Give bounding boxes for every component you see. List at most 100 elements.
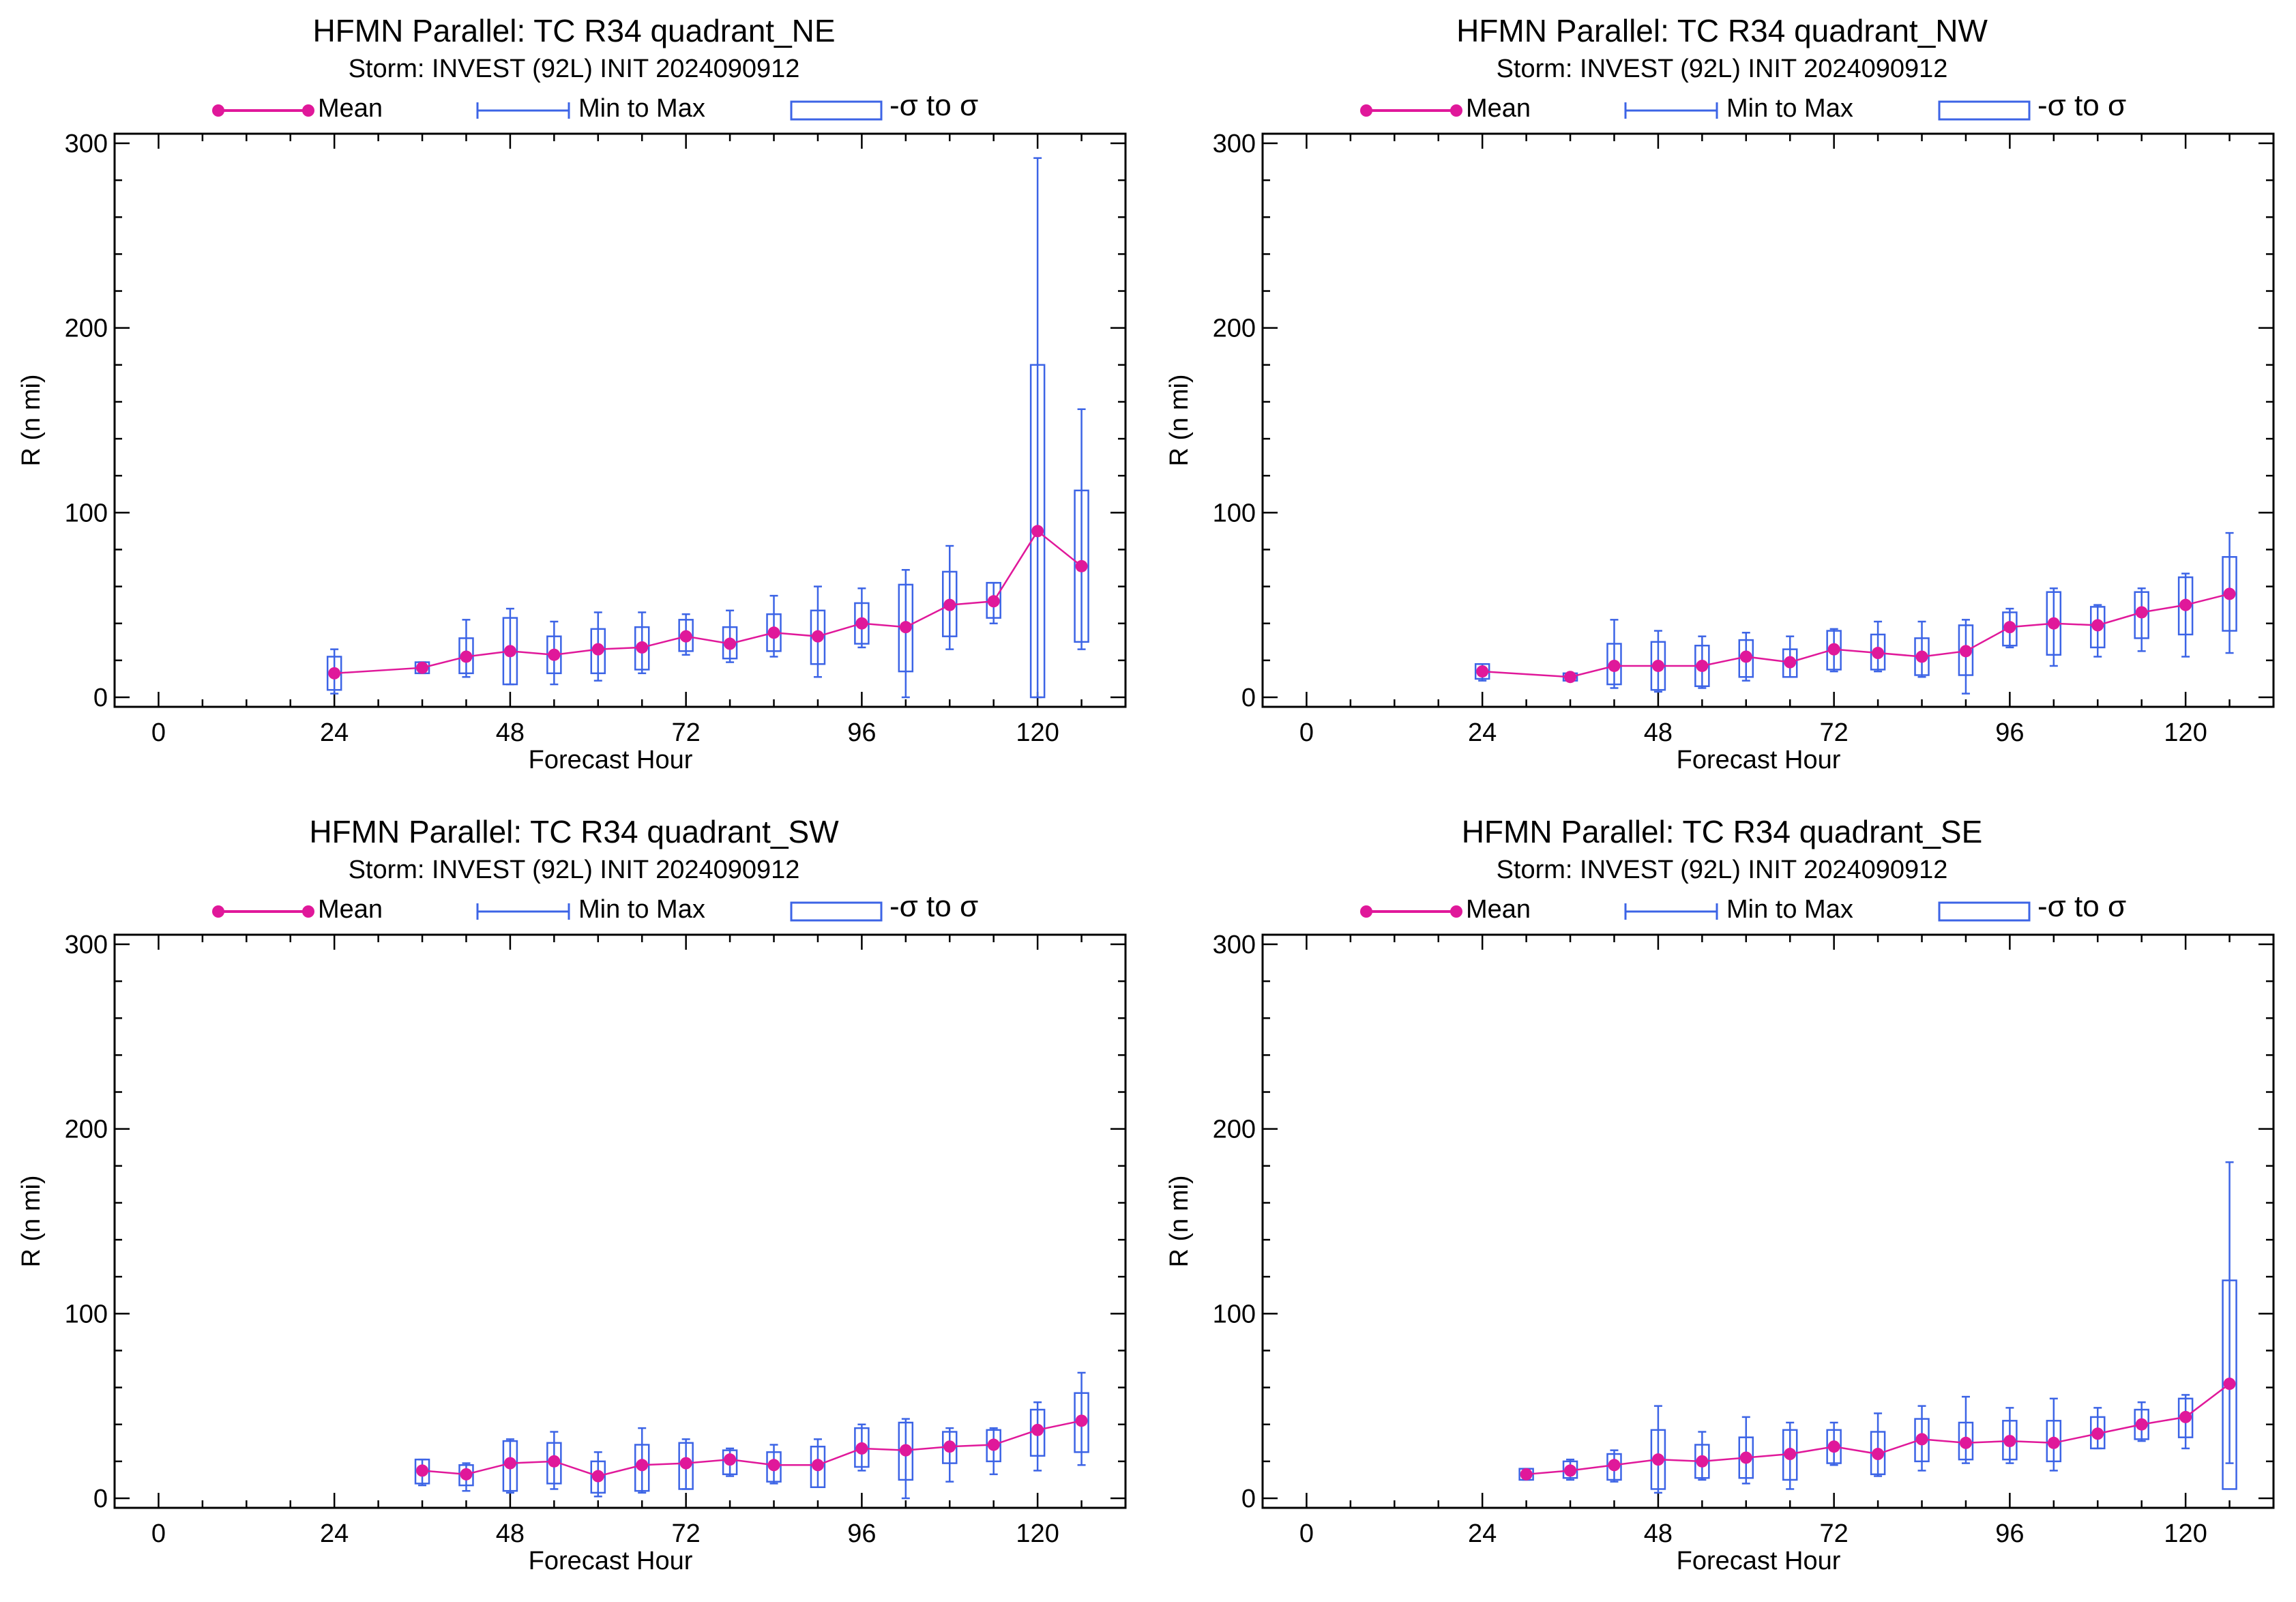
mean-point [1696, 1455, 1709, 1468]
sigma-box [2002, 1420, 2018, 1461]
chart-panel-se: HFMN Parallel: TC R34 quadrant_SE Storm:… [1148, 801, 2296, 1602]
legend-sigma-box [790, 901, 883, 922]
mean-point [2223, 1378, 2236, 1390]
mean-point [503, 645, 516, 658]
y-axis-label: R (n mi) [17, 1175, 46, 1267]
mean-point [2003, 1435, 2016, 1448]
mean-point [2003, 621, 2016, 634]
sigma-box [634, 1444, 650, 1492]
mean-point [1959, 645, 1972, 658]
sigma-box [898, 583, 914, 673]
legend-mean-marker [1450, 104, 1462, 117]
x-tick-label: 48 [496, 718, 525, 747]
y-axis-label: R (n mi) [1165, 374, 1194, 466]
x-tick-label: 120 [2164, 1519, 2207, 1548]
mean-point [943, 1440, 956, 1453]
sigma-box [678, 1442, 694, 1490]
mean-point [899, 621, 912, 634]
legend-sigma-box [1938, 100, 2031, 121]
sigma-box [1958, 1421, 1974, 1461]
chart-svg: 0 24 48 72 96 120 0 100 200 300 Forecast Hour R (n … [1165, 100, 2275, 774]
y-tick-label: 100 [65, 499, 108, 527]
mean-point [1959, 1436, 1972, 1449]
x-tick-label: 0 [1299, 718, 1314, 747]
x-tick-label: 48 [1644, 1519, 1673, 1548]
mean-point [1651, 1453, 1664, 1466]
sigma-box [722, 1449, 738, 1476]
sigma-box [1606, 1453, 1622, 1481]
mean-point [767, 626, 780, 639]
mean-point [2091, 619, 2104, 632]
x-tick-label: 48 [1644, 718, 1673, 747]
y-tick-label: 200 [1213, 315, 1256, 343]
y-tick-label: 100 [65, 1300, 108, 1328]
y-tick-label: 0 [1241, 1485, 1256, 1513]
sigma-box [986, 581, 1001, 619]
y-tick-label: 300 [1213, 130, 1256, 158]
y-tick-label: 300 [65, 130, 108, 158]
mean-point [591, 643, 604, 656]
chart-subtitle: Storm: INVEST (92L) INIT 2024090912 [348, 856, 800, 884]
sigma-box [898, 1421, 914, 1481]
chart-panel-sw: HFMN Parallel: TC R34 quadrant_SW Storm:… [0, 801, 1148, 1602]
mean-point [1564, 1464, 1577, 1477]
sigma-box [1606, 643, 1622, 686]
x-axis-label: Forecast Hour [529, 1547, 693, 1575]
x-tick-label: 24 [1468, 718, 1497, 747]
x-tick-label: 24 [320, 718, 349, 747]
mean-point [724, 1453, 737, 1466]
mean-point [855, 617, 868, 630]
legend-minmax-label: Min to Max [578, 94, 705, 123]
sigma-box [1782, 648, 1798, 678]
legend-mean-label: Mean [1466, 895, 1531, 924]
mean-point [679, 1457, 692, 1470]
mean-point [2091, 1427, 2104, 1440]
x-tick-label: 120 [1016, 718, 1059, 747]
chart-subtitle: Storm: INVEST (92L) INIT 2024090912 [348, 55, 800, 83]
mean-point [2179, 598, 2192, 611]
chart-svg: 0 24 48 72 96 120 0 100 200 300 Forecast Hour R (n … [1165, 901, 2275, 1575]
legend-minmax-label: Min to Max [1726, 895, 1853, 924]
mean-point [987, 1438, 1000, 1451]
mean-point [548, 648, 561, 661]
mean-point [1608, 1459, 1621, 1472]
mean-point [724, 637, 737, 650]
mean-point [679, 630, 692, 643]
chart-subtitle: Storm: INVEST (92L) INIT 2024090912 [1496, 856, 1948, 884]
mean-point [2047, 1436, 2060, 1449]
sigma-box [1074, 489, 1089, 643]
sigma-box [458, 1464, 474, 1487]
x-tick-label: 96 [847, 718, 876, 747]
mean-line [334, 529, 1083, 675]
y-tick-label: 200 [65, 315, 108, 343]
mean-point [1651, 659, 1664, 672]
legend-sigma-box [790, 100, 883, 121]
x-tick-label: 0 [1299, 1519, 1314, 1548]
legend-mean-marker [212, 104, 224, 117]
mean-point [503, 1457, 516, 1470]
sigma-box [766, 1451, 782, 1483]
x-tick-label: 120 [1016, 1519, 1059, 1548]
mean-point [1872, 647, 1885, 660]
legend-mean-marker [302, 905, 314, 918]
legend-mean-label: Mean [1466, 94, 1531, 123]
legend-minmax-label: Min to Max [1726, 94, 1853, 123]
sigma-box [2222, 556, 2237, 632]
plot-frame [113, 933, 1127, 1509]
legend-mean-marker [1360, 104, 1372, 117]
mean-point [416, 661, 429, 674]
y-tick-label: 100 [1213, 1300, 1256, 1328]
mean-line [1482, 593, 2230, 678]
sigma-box [590, 1460, 606, 1494]
mean-point [943, 598, 956, 611]
x-tick-label: 96 [1995, 718, 2024, 747]
sigma-box [2002, 611, 2018, 647]
x-axis-label: Forecast Hour [1677, 746, 1841, 774]
mean-point [460, 1468, 473, 1481]
mean-point [1031, 525, 1044, 538]
sigma-box [1029, 364, 1046, 699]
legend-mean-marker [1450, 905, 1462, 918]
chart-svg: 0 24 48 72 96 120 0 100 200 300 Forecast Hour R (n … [17, 901, 1127, 1575]
sigma-box [2134, 1408, 2149, 1440]
mean-point [811, 1459, 824, 1472]
